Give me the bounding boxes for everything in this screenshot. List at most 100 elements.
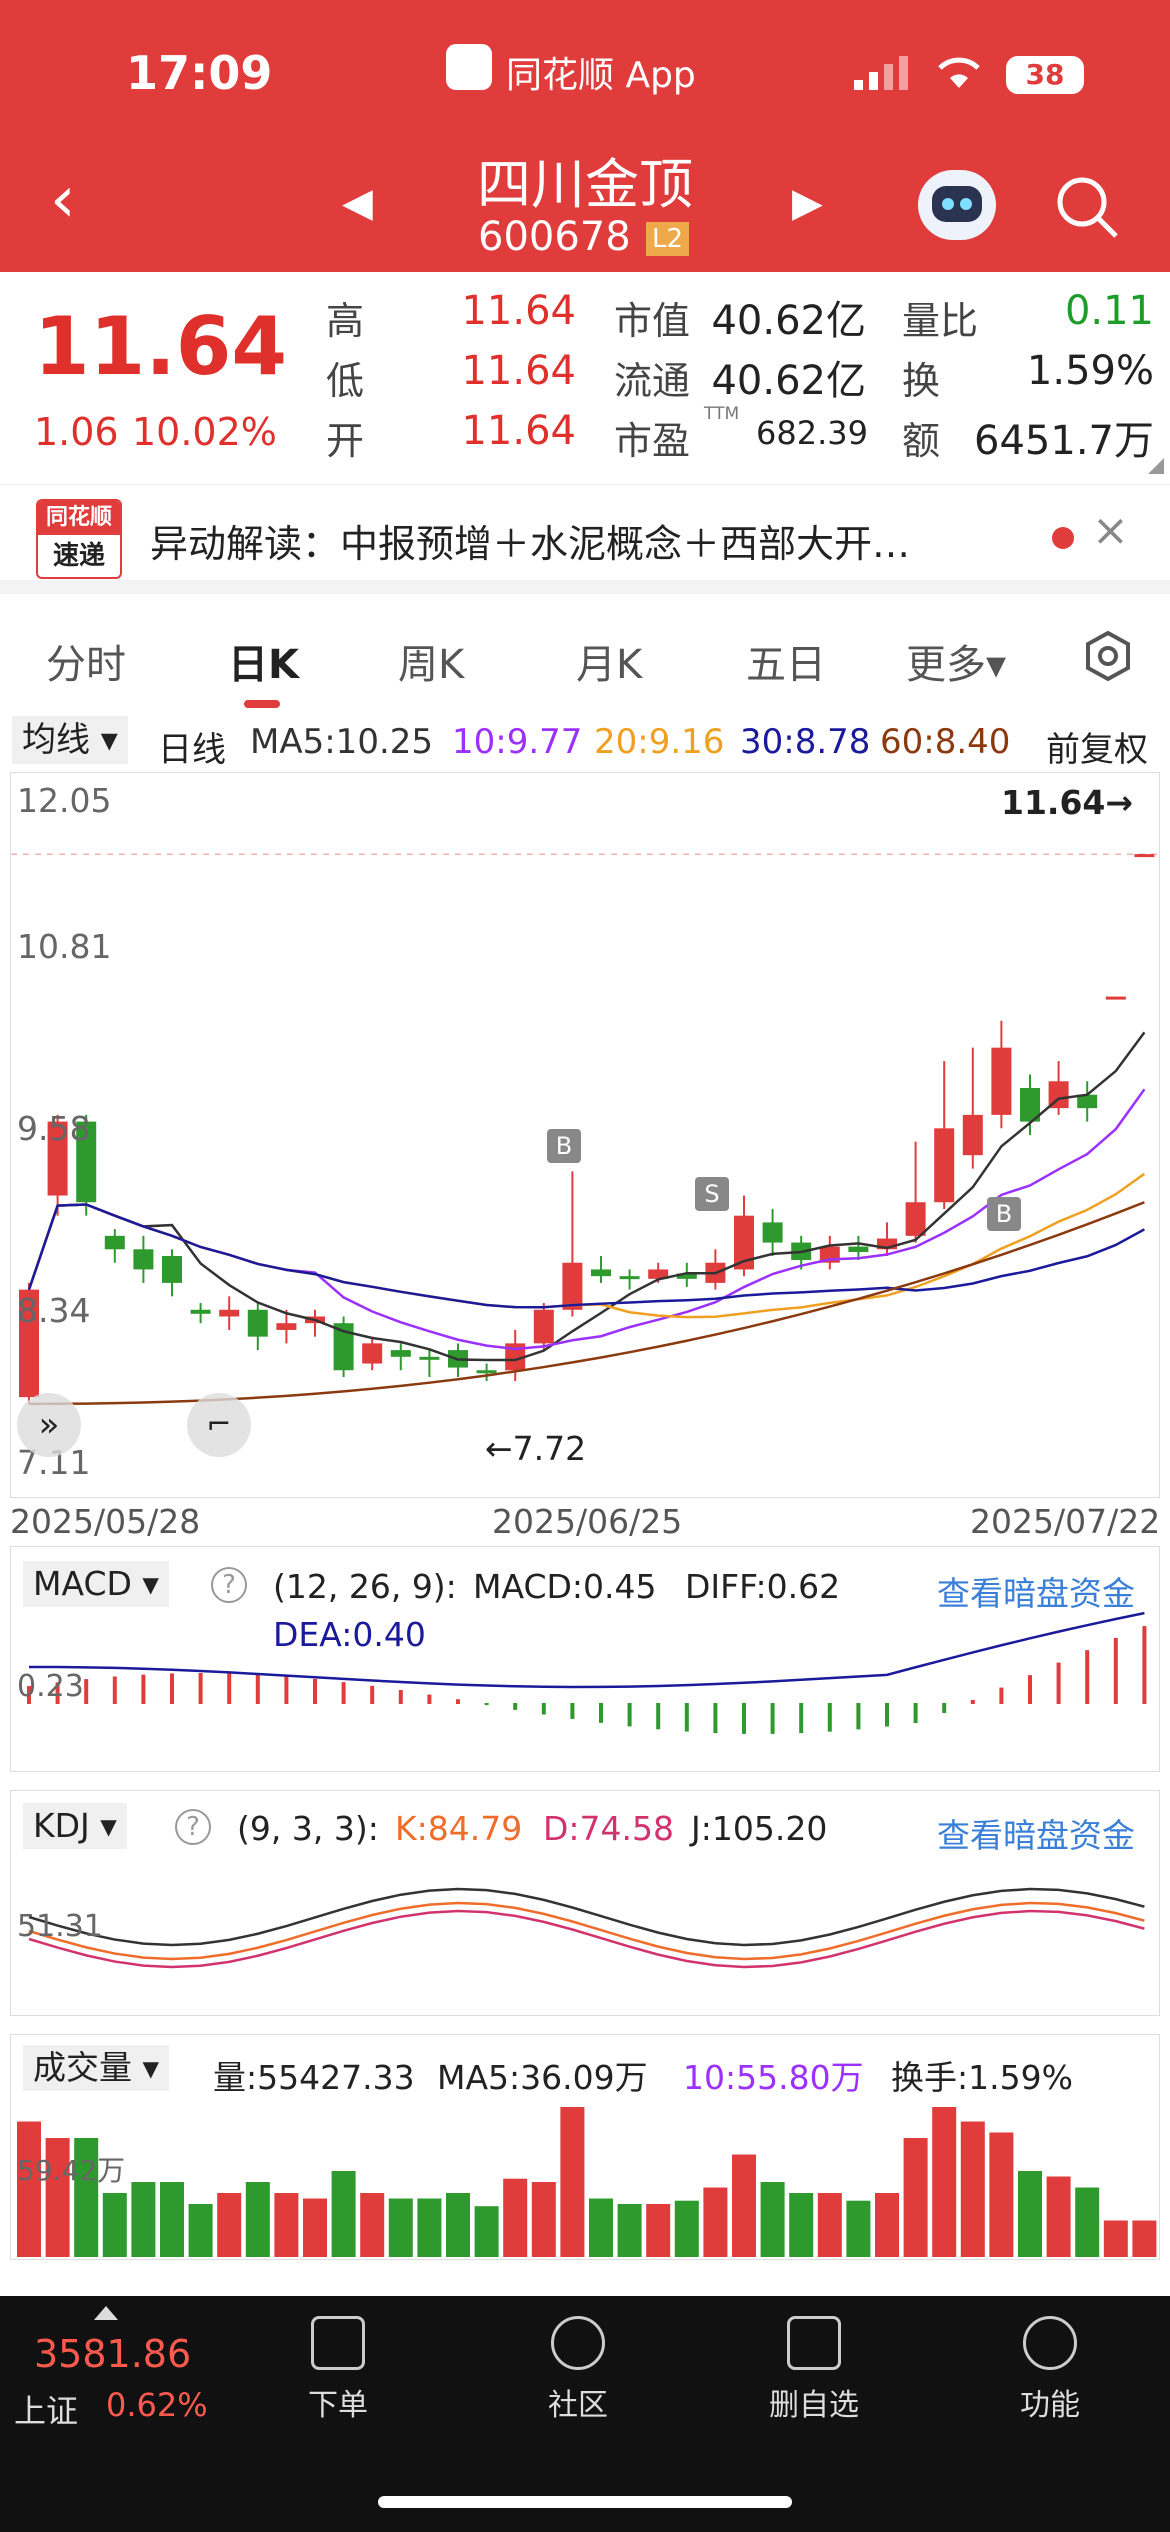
stock-name: 四川金顶 (477, 153, 693, 216)
kdj-k: K:84.79 (395, 1809, 523, 1848)
low-value: 11.64 (461, 348, 576, 394)
macd-dropdown[interactable]: MACD ▾ (23, 1561, 169, 1607)
volume-bar (303, 2198, 327, 2257)
candle-body (591, 1269, 611, 1277)
low-price-label: ←7.72 (485, 1429, 587, 1468)
help-icon[interactable]: ? (211, 1567, 247, 1603)
nav-order[interactable]: 下单 (258, 2316, 418, 2424)
expand-left-icon[interactable]: » (17, 1393, 81, 1457)
nav-remove-watchlist[interactable]: 删自选 (734, 2316, 894, 2424)
search-icon[interactable] (1054, 174, 1120, 240)
macd-bar (970, 1699, 975, 1704)
volume-bar (388, 2198, 413, 2257)
candle-body (276, 1323, 297, 1330)
home-indicator (378, 2496, 792, 2508)
tab-more[interactable]: 更多▾ (906, 642, 1007, 688)
next-stock-icon[interactable]: ▶ (792, 180, 823, 226)
tab-active-indicator (244, 700, 280, 708)
volume-bar (131, 2182, 156, 2257)
candle-body (133, 1249, 154, 1270)
volume-bar (589, 2198, 613, 2257)
kdj-d: D:74.58 (543, 1809, 675, 1848)
back-icon[interactable]: ‹ (50, 163, 76, 237)
dark-pool-link[interactable]: 查看暗盘资金 (937, 1574, 1135, 1613)
bottom-nav: 3581.86 上证 0.62% 下单 社区 删自选 功能 (0, 2296, 1170, 2532)
kdj-dark-pool-link[interactable]: 查看暗盘资金 (937, 1816, 1135, 1855)
turnover-label: 换 (902, 359, 941, 403)
macd-bar (770, 1703, 775, 1734)
nav-functions[interactable]: 功能 (970, 2316, 1130, 2424)
kdj-j: J:105.20 (691, 1809, 828, 1848)
news-logo: 同花顺 速递 (36, 499, 122, 579)
volratio-value: 0.11 (1064, 288, 1154, 334)
fullscreen-icon[interactable]: ⌐ (187, 1393, 251, 1457)
candle-body (905, 1202, 926, 1236)
macd-bar (627, 1703, 632, 1727)
adjust-mode[interactable]: 前复权 (1046, 730, 1148, 770)
candle-body (1020, 1087, 1040, 1122)
ma-dropdown[interactable]: 均线 ▾ (12, 716, 128, 764)
price-change: 1.06 (34, 410, 119, 454)
macd-bar (341, 1682, 346, 1704)
macd-bar (456, 1699, 460, 1704)
volume-bar (417, 2198, 442, 2257)
ma5-value: MA5:10.25 (250, 722, 434, 762)
volume-dropdown[interactable]: 成交量 ▾ (23, 2045, 170, 2091)
y-label-top: 12.05 (17, 781, 112, 820)
tab-five-day[interactable]: 五日 (746, 642, 826, 688)
y-label-2: 10.81 (17, 927, 112, 966)
nav-community[interactable]: 社区 (498, 2316, 658, 2424)
menu-icon (1023, 2316, 1077, 2370)
candle-body (333, 1323, 354, 1371)
volume-bar (160, 2182, 184, 2257)
macd-bar (284, 1676, 289, 1704)
macd-bar (313, 1678, 317, 1704)
ma20-value: 20:9.16 (594, 722, 725, 762)
candle-body (104, 1235, 125, 1250)
candle-body (419, 1356, 440, 1360)
buy-marker-2[interactable]: B (987, 1197, 1021, 1231)
close-icon[interactable]: × (1092, 505, 1129, 556)
sell-marker[interactable]: S (695, 1177, 729, 1211)
kdj-help-icon[interactable]: ? (175, 1809, 211, 1845)
kdj-params: (9, 3, 3): (237, 1809, 379, 1848)
macd-panel[interactable]: MACD ▾ ? (12, 26, 9): MACD:0.45 DIFF:0.6… (10, 1546, 1160, 1772)
buy-marker[interactable]: B (547, 1129, 581, 1163)
volume-panel[interactable]: 成交量 ▾ 量:55427.33 MA5:36.09万 10:55.80万 换手… (10, 2034, 1160, 2260)
macd-bar (942, 1703, 947, 1713)
kdj-line (28, 1909, 1145, 1969)
macd-bar (1142, 1626, 1147, 1704)
kdj-panel[interactable]: KDJ ▾ ? (9, 3, 3): K:84.79 D:74.58 J:105… (10, 1790, 1160, 2016)
assistant-robot-icon[interactable] (918, 170, 996, 240)
macd-bar (198, 1673, 203, 1704)
last-price: 11.64 (34, 300, 288, 393)
volume-bar (875, 2193, 899, 2257)
status-time: 17:09 (126, 46, 273, 100)
volume-bar (102, 2193, 127, 2257)
candle-body (47, 1121, 68, 1196)
volume-bar (760, 2182, 785, 2257)
kline-chart[interactable]: 12.05 10.81 9.58 8.34 7.11 11.64→ ←7.72 … (10, 772, 1160, 1498)
ma60-value: 60:8.40 (880, 722, 1011, 762)
candle-body (676, 1273, 697, 1279)
macd-bar (27, 1686, 31, 1704)
candle-body (1134, 854, 1155, 858)
stock-code: 600678 (478, 214, 631, 260)
macd-bar (713, 1703, 718, 1734)
index-pct: 0.62% (106, 2386, 208, 2424)
tab-daily[interactable]: 日K (228, 642, 299, 688)
volume-bar (360, 2193, 385, 2257)
expand-corner-icon[interactable] (1148, 458, 1164, 474)
index-value[interactable]: 3581.86 (34, 2332, 192, 2376)
tab-monthly[interactable]: 月K (576, 642, 643, 688)
volume-bar (45, 2138, 70, 2257)
settings-icon[interactable] (1082, 630, 1134, 682)
volume-ma10: 10:55.80万 (683, 2058, 864, 2097)
prev-stock-icon[interactable]: ◀ (342, 180, 373, 226)
period-tabs: 分时 日K 周K 月K 五日 更多▾ (0, 594, 1170, 714)
tab-intraday[interactable]: 分时 (46, 642, 126, 688)
tab-weekly[interactable]: 周K (398, 642, 465, 688)
kdj-dropdown[interactable]: KDJ ▾ (23, 1803, 127, 1849)
news-banner[interactable]: 同花顺 速递 异动解读：中报预增＋水泥概念＋西部大开… × (0, 484, 1170, 594)
volume-bar (17, 2121, 41, 2257)
